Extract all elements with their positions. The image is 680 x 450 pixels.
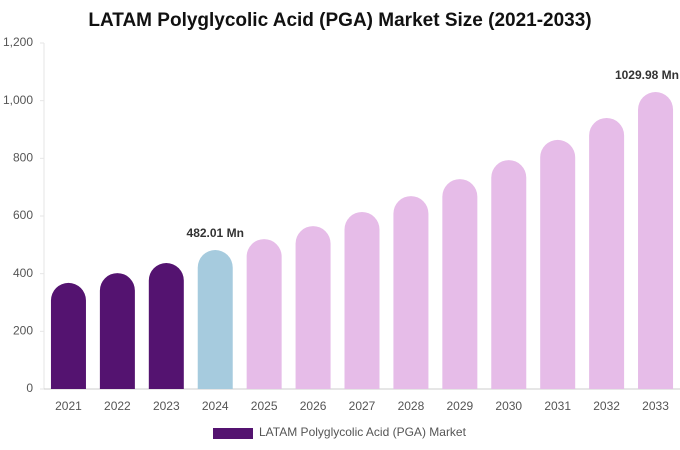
legend-label: LATAM Polyglycolic Acid (PGA) Market	[259, 425, 467, 439]
y-tick-label: 400	[13, 266, 33, 280]
bar	[50, 282, 86, 389]
x-tick-label: 2025	[251, 399, 278, 413]
x-tick-label: 2022	[104, 399, 131, 413]
chart-title: LATAM Polyglycolic Acid (PGA) Market Siz…	[88, 10, 591, 31]
x-tick-label: 2030	[495, 399, 522, 413]
x-tick-label: 2028	[398, 399, 425, 413]
y-tick-label: 0	[26, 381, 33, 395]
x-tick-label: 2031	[544, 399, 571, 413]
bar	[197, 250, 233, 389]
value-label: 482.01 Mn	[187, 226, 244, 240]
y-tick-label: 1,200	[3, 35, 33, 49]
x-tick-label: 2021	[55, 399, 82, 413]
y-tick-label: 200	[13, 324, 33, 338]
y-tick-label: 1,000	[3, 93, 33, 107]
x-tick-label: 2029	[446, 399, 473, 413]
bar	[589, 117, 625, 389]
bar	[99, 273, 135, 389]
y-tick-label: 800	[13, 151, 33, 165]
bar	[295, 226, 331, 389]
x-tick-label: 2024	[202, 399, 229, 413]
bar	[393, 196, 429, 389]
legend-swatch	[213, 428, 253, 439]
bar	[540, 139, 576, 389]
x-tick-label: 2032	[593, 399, 620, 413]
x-tick-label: 2033	[642, 399, 669, 413]
bar	[442, 179, 478, 389]
bar	[246, 239, 282, 389]
y-tick-label: 600	[13, 208, 33, 222]
bar	[344, 211, 380, 389]
value-label: 1029.98 Mn	[615, 68, 679, 82]
x-tick-label: 2023	[153, 399, 180, 413]
bar	[148, 262, 184, 389]
bar	[491, 160, 527, 389]
bar	[638, 92, 674, 389]
x-tick-label: 2026	[300, 399, 327, 413]
x-tick-label: 2027	[349, 399, 376, 413]
